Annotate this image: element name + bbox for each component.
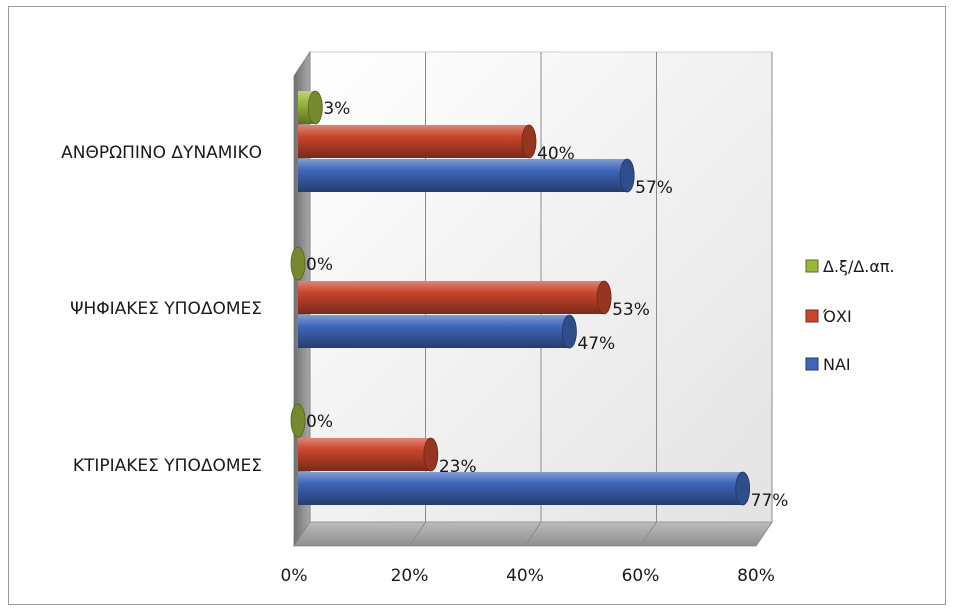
- bar-cap: [521, 124, 537, 159]
- bar: [290, 403, 306, 438]
- data-label: 0%: [306, 255, 333, 275]
- bar-cap: [290, 403, 306, 438]
- gridline-floor: [755, 521, 773, 547]
- bar: [290, 246, 306, 281]
- bar: [298, 314, 577, 349]
- bar-body: [298, 159, 628, 192]
- legend-label: ΝΑΙ: [823, 355, 851, 374]
- labels: 0% 20% 40% 60% 80% ΑΝΘΡΩΠΙΝΟ ΔΥΝΑΜΙΚΟ 3% 40% 57%…: [61, 99, 788, 586]
- gridline-floor: [640, 521, 657, 547]
- data-label: 40%: [537, 144, 575, 164]
- bar: [298, 158, 635, 193]
- bar-cap: [619, 158, 635, 193]
- bar-body: [298, 472, 743, 505]
- x-tick-label: 20%: [391, 566, 429, 586]
- bar-cap: [562, 314, 577, 349]
- bar-cap: [735, 471, 751, 506]
- data-label: 77%: [751, 491, 789, 511]
- bar-cap: [290, 246, 306, 281]
- bar: [298, 90, 323, 125]
- legend-item: ΝΑΙ: [805, 355, 851, 374]
- bars: [290, 90, 751, 506]
- bar-cap: [596, 280, 612, 315]
- data-label: 23%: [439, 457, 477, 477]
- category-label: ΨΗΦΙΑΚΕΣ ΥΠΟΔΟΜΕΣ: [70, 299, 262, 319]
- data-label: 57%: [635, 178, 673, 198]
- legend-label: Δ.ξ/Δ.απ.: [823, 257, 895, 276]
- bar-cap: [307, 90, 323, 125]
- bar: [298, 437, 439, 472]
- x-tick-label: 60%: [622, 566, 660, 586]
- bar-body: [298, 281, 605, 314]
- x-tick-label: 80%: [737, 566, 775, 586]
- x-tick-label: 40%: [506, 566, 544, 586]
- bar: [298, 124, 537, 159]
- data-label: 0%: [306, 412, 333, 432]
- gridline-floor: [409, 521, 426, 547]
- category-label: ΚΤΙΡΙΑΚΕΣ ΥΠΟΔΟΜΕΣ: [73, 456, 262, 476]
- legend-item: ΌΧΙ: [805, 307, 852, 326]
- legend-swatch: [805, 357, 819, 371]
- data-label: 53%: [612, 300, 650, 320]
- category-label: ΑΝΘΡΩΠΙΝΟ ΔΥΝΑΜΙΚΟ: [61, 143, 262, 163]
- bar: [298, 471, 751, 506]
- gridline-floor: [524, 521, 542, 547]
- legend-swatch: [805, 259, 819, 273]
- legend-swatch: [805, 309, 819, 323]
- legend-item: Δ.ξ/Δ.απ.: [805, 257, 895, 276]
- bar-body: [298, 125, 529, 158]
- x-tick-label: 0%: [281, 566, 308, 586]
- bar-cap: [423, 437, 439, 472]
- bar-body: [298, 438, 431, 471]
- data-label: 47%: [577, 334, 615, 354]
- legend: Δ.ξ/Δ.απ. ΌΧΙ ΝΑΙ: [805, 257, 895, 374]
- bar: [298, 280, 612, 315]
- data-label: 3%: [323, 99, 350, 119]
- legend-label: ΌΧΙ: [822, 307, 852, 326]
- bar-body: [298, 315, 570, 348]
